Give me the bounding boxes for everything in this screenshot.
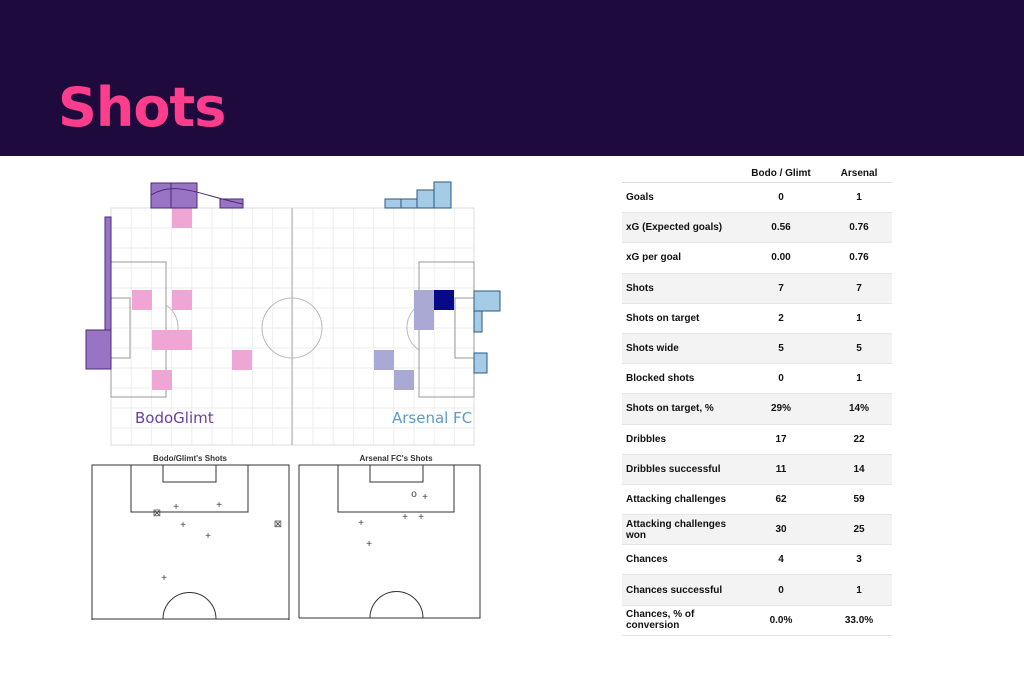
arsenal-value: 1 <box>856 584 862 596</box>
arsenal-value: 22 <box>853 433 865 445</box>
table-row: xG per goal 0.00 0.76 <box>622 243 892 274</box>
stat-label: xG (Expected goals) <box>626 222 723 234</box>
stat-label: xG per goal <box>626 252 682 264</box>
stat-label: Chances successful <box>626 584 723 596</box>
bodo-value: 0.0% <box>769 614 793 626</box>
bodo-value: 29% <box>770 403 791 415</box>
arsenal-heat-cells <box>374 290 454 390</box>
bodo-value: 0 <box>778 192 784 204</box>
table-row: Shots wide 5 5 <box>622 333 892 365</box>
svg-text:o: o <box>411 489 417 500</box>
svg-text:+: + <box>358 518 364 529</box>
page-title: Shots <box>58 76 226 139</box>
column-bodo: Bodo / Glimt <box>751 167 811 179</box>
arsenal-value: 3 <box>856 554 862 566</box>
bodo-value: 5 <box>778 343 784 355</box>
table-row: xG (Expected goals) 0.56 0.76 <box>622 213 892 244</box>
svg-text:⊠: ⊠ <box>153 508 161 519</box>
svg-text:+: + <box>173 502 179 513</box>
arsenal-value: 0.76 <box>849 252 869 264</box>
svg-text:+: + <box>180 520 186 531</box>
table-row: Shots on target 2 1 <box>622 304 892 334</box>
svg-text:+: + <box>161 573 167 584</box>
column-arsenal: Arsenal <box>840 167 878 179</box>
shot-markers: + ++ ++⊠⊠ ++ + ++o <box>153 489 428 584</box>
shot-map-right <box>298 464 481 619</box>
arsenal-value: 25 <box>853 524 865 536</box>
arsenal-value: 5 <box>856 343 862 355</box>
shot-map-title-left: Bodo/Glimt's Shots <box>153 454 227 463</box>
bodo-value: 0 <box>778 584 784 596</box>
stat-label: Shots on target <box>626 312 700 324</box>
arsenal-value: 14 <box>853 463 865 475</box>
bodo-heat-cells <box>132 208 252 390</box>
table-row: Chances, % of conversion 0.0% 33.0% <box>622 606 892 636</box>
bodo-value: 0.00 <box>771 252 791 264</box>
bodo-value: 17 <box>775 433 787 445</box>
bodo-value: 11 <box>775 463 787 475</box>
arsenal-value: 1 <box>856 192 862 204</box>
stat-label: Dribbles successful <box>626 463 721 475</box>
arsenal-value: 7 <box>856 282 862 294</box>
table-row: Dribbles 17 22 <box>622 425 892 455</box>
stats-table: Bodo / Glimt Arsenal Goals 0 1 xG (Expected… <box>622 164 892 636</box>
stat-label: Attacking challenges won <box>626 518 727 541</box>
svg-text:+: + <box>402 512 408 523</box>
svg-text:+: + <box>205 531 211 542</box>
arsenal-value: 1 <box>856 373 862 385</box>
stat-label: Dribbles <box>626 433 667 445</box>
shot-map-left <box>91 464 290 620</box>
stat-label: Attacking challenges <box>626 493 727 505</box>
table-header: Bodo / Glimt Arsenal <box>622 164 892 183</box>
arsenal-value: 33.0% <box>844 614 874 626</box>
arsenal-value: 14% <box>848 403 869 415</box>
stat-label: Goals <box>626 192 654 204</box>
stat-label: Blocked shots <box>626 373 695 385</box>
stat-label: Shots wide <box>626 343 679 355</box>
svg-text:+: + <box>422 492 428 503</box>
arsenal-value: 1 <box>856 312 862 324</box>
table-row: Dribbles successful 11 14 <box>622 454 892 485</box>
arsenal-value: 0.76 <box>849 222 869 234</box>
team-label-left: BodoGlimt <box>135 409 214 427</box>
bodo-value: 4 <box>778 554 784 566</box>
table-row: Shots 7 7 <box>622 273 892 304</box>
table-row: Chances successful 0 1 <box>622 575 892 606</box>
header-banner <box>0 0 1024 156</box>
arsenal-value: 59 <box>853 493 865 505</box>
table-row: Blocked shots 0 1 <box>622 364 892 395</box>
bodo-value: 0.56 <box>771 222 791 234</box>
arsenal-histograms <box>384 181 501 374</box>
team-label-right: Arsenal FC <box>392 409 472 427</box>
stat-label: Shots <box>626 282 654 294</box>
bodo-value: 62 <box>775 493 787 505</box>
shot-map-title-right: Arsenal FC's Shots <box>359 454 433 463</box>
svg-text:+: + <box>216 500 222 511</box>
bodo-value: 2 <box>778 312 784 324</box>
svg-text:+: + <box>418 512 424 523</box>
table-row: Chances 4 3 <box>622 545 892 576</box>
table-row: Shots on target, % 29% 14% <box>622 394 892 425</box>
bodo-histograms <box>85 182 244 370</box>
table-row: Attacking challenges 62 59 <box>622 485 892 516</box>
bodo-value: 30 <box>775 524 787 536</box>
bodo-value: 7 <box>778 282 784 294</box>
svg-text:+: + <box>366 539 372 550</box>
table-row: Goals 0 1 <box>622 183 892 214</box>
bodo-value: 0 <box>778 373 784 385</box>
stat-label: Chances, % of conversion <box>626 609 695 632</box>
table-row: Attacking challenges won 30 25 <box>622 515 892 546</box>
stat-label: Shots on target, % <box>626 403 714 415</box>
stat-label: Chances <box>626 554 668 566</box>
svg-text:⊠: ⊠ <box>274 519 282 530</box>
